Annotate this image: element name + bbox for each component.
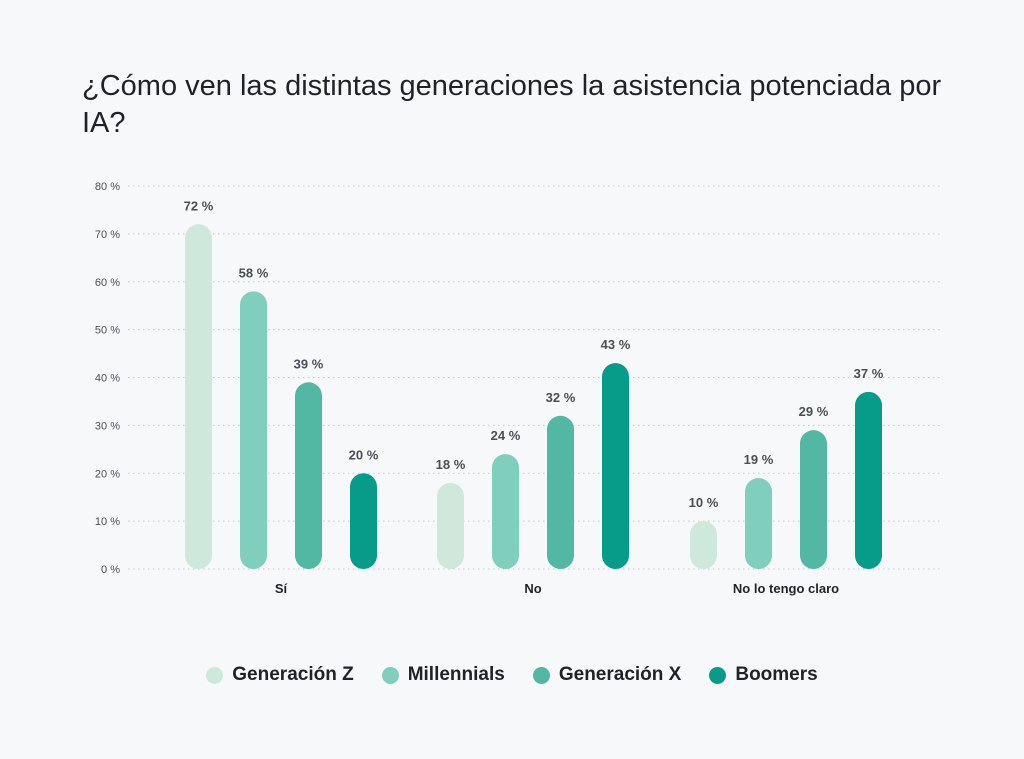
bar [745,478,772,569]
legend-label: Boomers [735,664,818,685]
legend-swatch [532,666,550,684]
bar [437,482,464,569]
legend-item: Generación Z [206,664,354,686]
y-tick-label: 40 % [95,373,120,385]
legend-label: Generación Z [232,664,354,685]
y-tick-label: 60 % [95,277,120,289]
y-axis-ticks: 0 % 10 % 20 % 30 % 40 % 50 % 60 % 70 % 80 % [95,181,120,576]
bar [690,521,717,569]
data-label: 24 % [491,428,521,443]
x-category-label: Sí [275,581,288,596]
legend-item: Boomers [709,664,818,686]
legend-item: Generación X [532,664,682,686]
bar [492,454,519,569]
value-labels: 72 % 18 % 10 % 58 % 24 % 19 % 39 % 32 % 29 % 20 %… [184,198,884,510]
bar [240,291,267,569]
data-label: 18 % [436,457,466,472]
data-label: 32 % [546,390,576,405]
y-tick-label: 50 % [95,325,120,337]
y-tick-label: 30 % [95,420,120,432]
bar [547,415,574,569]
legend-swatch [709,666,727,684]
legend: Generación Z Millennials Generación X Boome… [0,664,1024,686]
data-label: 10 % [689,495,719,510]
data-label: 20 % [349,447,379,462]
data-label: 29 % [799,404,829,419]
data-label: 43 % [601,337,631,352]
x-category-label: No [524,581,541,596]
bar [350,473,377,569]
data-label: 39 % [294,356,324,371]
legend-label: Generación X [558,664,682,685]
bar-chart: 0 % 10 % 20 % 30 % 40 % 50 % 60 % 70 % 80 % 72 %… [95,181,940,596]
y-tick-label: 70 % [95,229,120,241]
x-category-label: No lo tengo claro [733,581,839,596]
y-tick-label: 20 % [95,468,120,480]
chart-title: ¿Cómo ven las distintas generaciones la … [82,70,942,139]
legend-swatch [381,666,399,684]
category-labels: Sí No No lo tengo claro [275,581,839,596]
data-label: 19 % [744,452,774,467]
y-tick-label: 10 % [95,516,120,528]
bar [800,430,827,569]
data-label: 72 % [184,198,214,213]
bar [602,363,629,569]
data-label: 37 % [854,366,884,381]
bar [185,224,212,570]
bar [295,382,322,569]
y-tick-label: 80 % [95,181,120,193]
bars [185,224,882,570]
legend-label: Millennials [407,664,505,685]
data-label: 58 % [239,265,269,280]
y-tick-label: 0 % [101,564,120,576]
legend-item: Millennials [381,664,505,686]
bar [855,391,882,569]
legend-swatch [206,666,224,684]
